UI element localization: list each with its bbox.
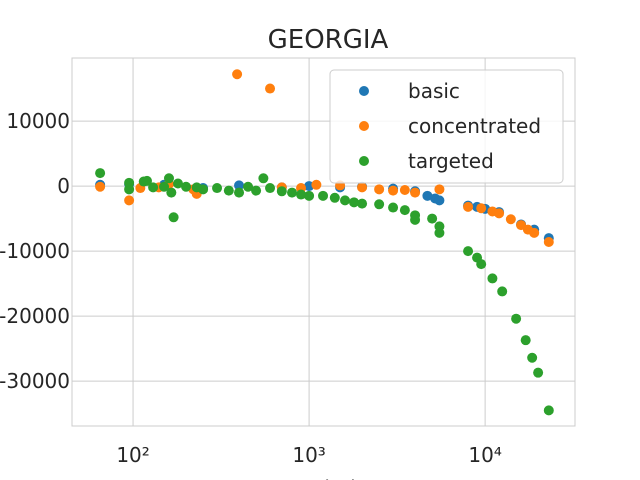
legend-box [329,69,564,184]
x-tick-label: 10³ [292,443,325,467]
scatter-point [340,195,351,206]
scatter-point [276,186,287,197]
scatter-point [388,202,399,213]
plot-frame [71,57,576,427]
scatter-point [172,178,183,189]
y-tick-label: 10000 [6,109,70,133]
scatter-point [520,335,531,346]
scatter-point [427,213,438,224]
scatter-point [434,195,445,206]
scatter-point [95,168,106,179]
scatter-point [318,190,329,201]
scatter-point [141,175,152,186]
scatter-point [399,205,410,216]
legend: basic concentrated targeted [329,69,564,184]
legend-marker [359,86,369,96]
scatter-point [463,201,474,212]
legend-marker [359,121,369,131]
plot-area [95,69,554,416]
scatter-point [543,405,554,416]
x-tick-label: 10⁴ [468,443,501,467]
scatter-point [212,183,223,194]
scatter-point [148,182,159,193]
scatter-point [265,183,276,194]
legend-label: targeted [408,149,494,173]
scatter-point [463,246,474,257]
scatter-point [434,227,445,238]
y-tick-label: 0 [57,174,70,198]
scatter-point [410,187,421,198]
scatter-point [434,184,445,195]
scatter-point [232,69,243,80]
x-axis-label: Population [275,476,380,480]
scatter-point [487,273,498,284]
x-tick-label: 10² [116,443,149,467]
scatter-point [223,185,234,196]
scatter-point [422,190,433,201]
scatter-point [410,214,421,225]
scatter-point [159,181,170,192]
scatter-point [374,184,385,195]
scatter-point [543,237,554,247]
scatter-point [311,179,322,190]
scatter-point [234,187,245,198]
scatter-point [374,199,385,210]
scatter-point [357,182,368,193]
scatter-point [296,189,307,200]
y-tick-label: -10000 [0,239,70,263]
legend-label: basic [408,79,460,103]
scatter-point [251,185,262,196]
scatter-point [497,286,508,297]
scatter-point [399,184,410,195]
scatter-point [258,173,269,184]
scatter-point [527,352,538,363]
scatter-point [349,197,360,208]
scatter-point [357,198,368,209]
scatter-point [304,190,315,201]
scatter-point [476,203,487,214]
y-tick-label: -20000 [0,304,70,328]
chart-title: GEORGIA [268,25,389,55]
scatter-point [234,180,245,191]
scatter-point [198,184,209,195]
scatter-point [243,181,254,192]
scatter-point [168,212,179,223]
scatter-point [494,208,505,219]
scatter-point [265,83,276,94]
scatter-point [533,367,544,378]
scatter-point [287,187,298,198]
scatter-point [529,227,540,238]
scatter-point [124,195,135,206]
scatter-point [505,214,516,225]
scatter-point [124,184,135,195]
scatter-point [388,185,399,196]
scatter-point [476,259,487,270]
scatter-point [511,313,522,324]
legend-label: concentrated [408,114,541,138]
scatter-point [166,187,177,198]
scatter-point [181,181,192,192]
legend-marker [359,156,369,166]
scatter-point [329,192,340,203]
y-tick-label: -30000 [0,369,70,393]
scatter-point [95,181,106,192]
scatter-point [163,173,174,184]
